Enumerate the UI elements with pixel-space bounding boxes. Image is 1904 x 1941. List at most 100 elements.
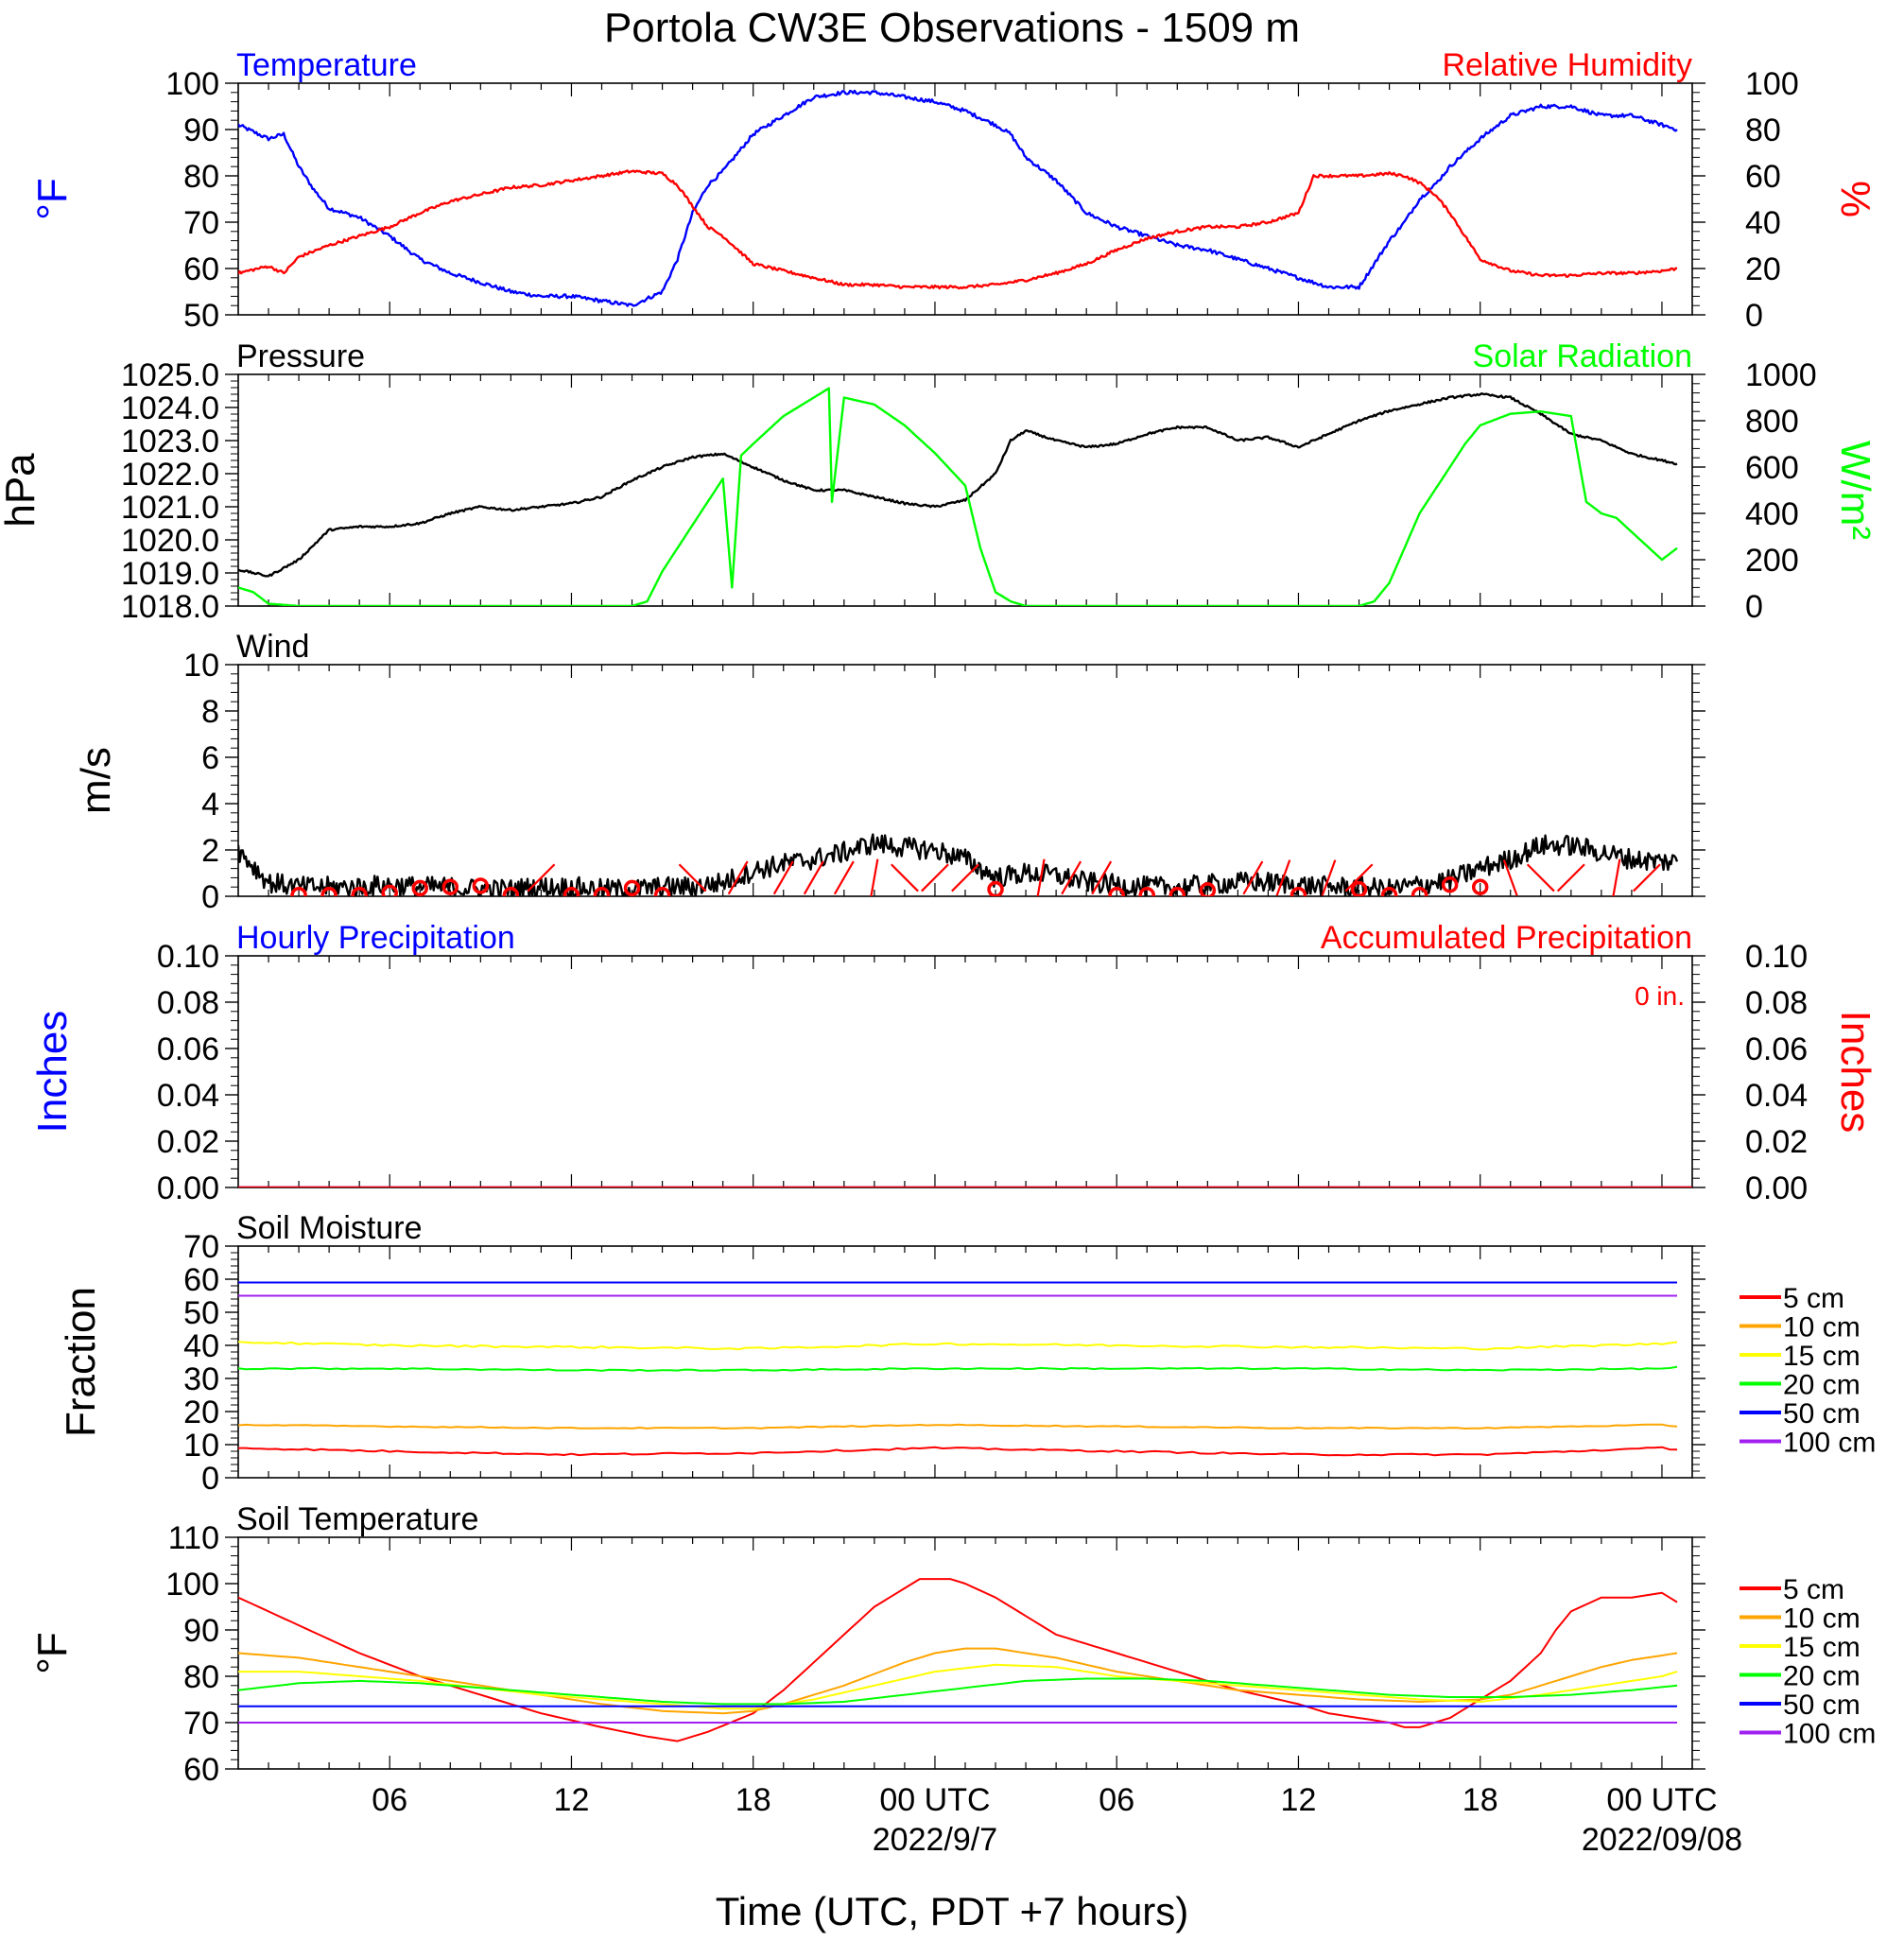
panel-left-title: Soil Moisture (236, 1210, 423, 1246)
accumulation-annotation: 0 in. (1635, 981, 1685, 1011)
y-left-tick-label: 0.06 (157, 1031, 219, 1067)
x-tick-label: 12 (1281, 1782, 1317, 1818)
calm-wind-circle (381, 884, 398, 896)
calm-wind-circle (502, 887, 520, 896)
y-left-tick-label: 0 (201, 1461, 219, 1497)
y-right-tick-label: 0 (1745, 589, 1763, 625)
y-left-tick-label: 1025.0 (121, 357, 219, 393)
y-right-tick-label: 0 (1745, 298, 1763, 334)
panel-3: 0 2 4 6 8 10 Wind m/s (73, 629, 1705, 915)
y-left-tick-label: 70 (183, 1706, 219, 1742)
panel-data (238, 1578, 1678, 1742)
date-label: 2022/9/7 (873, 1822, 997, 1858)
y-right-tick-label: 0.02 (1745, 1124, 1808, 1160)
calm-wind-circle (441, 878, 459, 895)
calm-wind-circle (1290, 887, 1307, 896)
y-left-tick-label: 1024.0 (121, 390, 219, 426)
wind-barb (890, 863, 919, 893)
calm-wind-circle (351, 887, 368, 896)
series-line-left (238, 89, 1678, 307)
y-left-tick-label: 110 (168, 1520, 219, 1556)
date-label: 2022/09/08 (1582, 1822, 1742, 1858)
y-left-tick-label: 0 (201, 879, 219, 915)
plot-frame (237, 1245, 1693, 1479)
y-left-tick-label: 0.10 (157, 939, 219, 975)
x-tick-label: 12 (554, 1782, 590, 1818)
y-left-tick-label: 60 (183, 251, 219, 287)
calm-wind-circle (623, 879, 641, 896)
y-left-tick-label: 20 (183, 1395, 219, 1430)
y-right-tick-label: 0.04 (1745, 1078, 1808, 1114)
wind-barb (1612, 858, 1621, 896)
calm-wind-circle (1108, 887, 1125, 896)
y-left-tick-label: 30 (183, 1361, 219, 1397)
y-left-tick-label: 0.04 (157, 1078, 219, 1114)
y-right-tick-label: 800 (1745, 404, 1799, 440)
plot-frame (237, 955, 1693, 1188)
legend-label: 10 cm (1783, 1603, 1861, 1635)
calm-wind-circle (411, 879, 428, 896)
calm-wind-circle (1380, 887, 1398, 896)
panel-left-title: Pressure (236, 338, 365, 374)
y-left-tick-label: 100 (165, 1567, 219, 1603)
y-left-tick-label: 1019.0 (121, 556, 219, 592)
y-left-tick-label: 100 (165, 66, 219, 102)
panel-data (238, 387, 1678, 606)
wind-barb (1344, 863, 1374, 893)
legend-label: 50 cm (1783, 1690, 1861, 1721)
x-tick-label: 18 (1463, 1782, 1498, 1818)
wind-barb (1091, 860, 1113, 895)
y-right-axis-label: Inches (1832, 1011, 1878, 1134)
x-tick-label: 00 UTC (879, 1782, 990, 1818)
wind-barb (1633, 863, 1661, 893)
series-line-10-cm (238, 1647, 1678, 1715)
x-axis: 06 12 18 00 UTC 06 12 18 00 UTC 2022/9/7 2022/09/… (372, 1782, 1742, 1858)
y-right-tick-label: 0.06 (1745, 1031, 1808, 1067)
wind-barb (772, 860, 794, 895)
wind-barb (527, 863, 556, 893)
y-left-tick-label: 70 (183, 1229, 219, 1265)
plot-frame (237, 664, 1693, 897)
wind-barb (727, 860, 749, 895)
panel-left-title: Hourly Precipitation (236, 920, 515, 956)
wind-barb (1061, 860, 1082, 895)
series-line-20-cm (238, 1365, 1678, 1372)
y-right-tick-label: 100 (1745, 66, 1799, 102)
wind-barb (1036, 858, 1046, 896)
y-left-tick-label: 0.08 (157, 985, 219, 1021)
y-left-axis-label: °F (29, 178, 76, 219)
panel-data (238, 833, 1679, 896)
y-left-axis-label: Inches (29, 1011, 76, 1134)
calm-wind-circle (1411, 887, 1428, 896)
wind-barb (1321, 859, 1337, 896)
wind-barb (1556, 863, 1585, 893)
legend-label: 5 cm (1783, 1574, 1844, 1605)
panel-right-title: Relative Humidity (1442, 47, 1692, 83)
legend-label: 100 cm (1783, 1428, 1876, 1459)
y-right-tick-label: 80 (1745, 113, 1781, 148)
legend-label: 15 cm (1783, 1341, 1861, 1372)
x-tick-label: 18 (736, 1782, 771, 1818)
y-left-tick-label: 50 (183, 1295, 219, 1331)
wind-barb (951, 863, 979, 893)
series-line-10-cm (238, 1423, 1678, 1430)
y-left-tick-label: 90 (183, 113, 219, 148)
y-left-tick-label: 6 (201, 740, 219, 776)
y-right-axis-label: % (1832, 181, 1878, 217)
wind-barb (1275, 859, 1291, 896)
y-right-tick-label: 20 (1745, 251, 1781, 287)
y-left-axis-label: Fraction (58, 1287, 104, 1437)
y-left-tick-label: 1022.0 (121, 457, 219, 493)
y-left-tick-label: 1021.0 (121, 490, 219, 526)
panel-1: 50 60 70 80 90 100 0 20 40 60 80 100 Temperature Rela… (29, 47, 1878, 334)
panel-right-title: Accumulated Precipitation (1321, 920, 1692, 956)
series-line-left (238, 392, 1678, 578)
series-line-15-cm (238, 1341, 1678, 1351)
series-line-right (238, 169, 1678, 290)
y-left-tick-label: 60 (183, 1262, 219, 1298)
calm-wind-circle (1350, 880, 1368, 896)
y-left-axis-label: hPa (0, 453, 43, 528)
y-right-tick-label: 0.08 (1745, 985, 1808, 1021)
